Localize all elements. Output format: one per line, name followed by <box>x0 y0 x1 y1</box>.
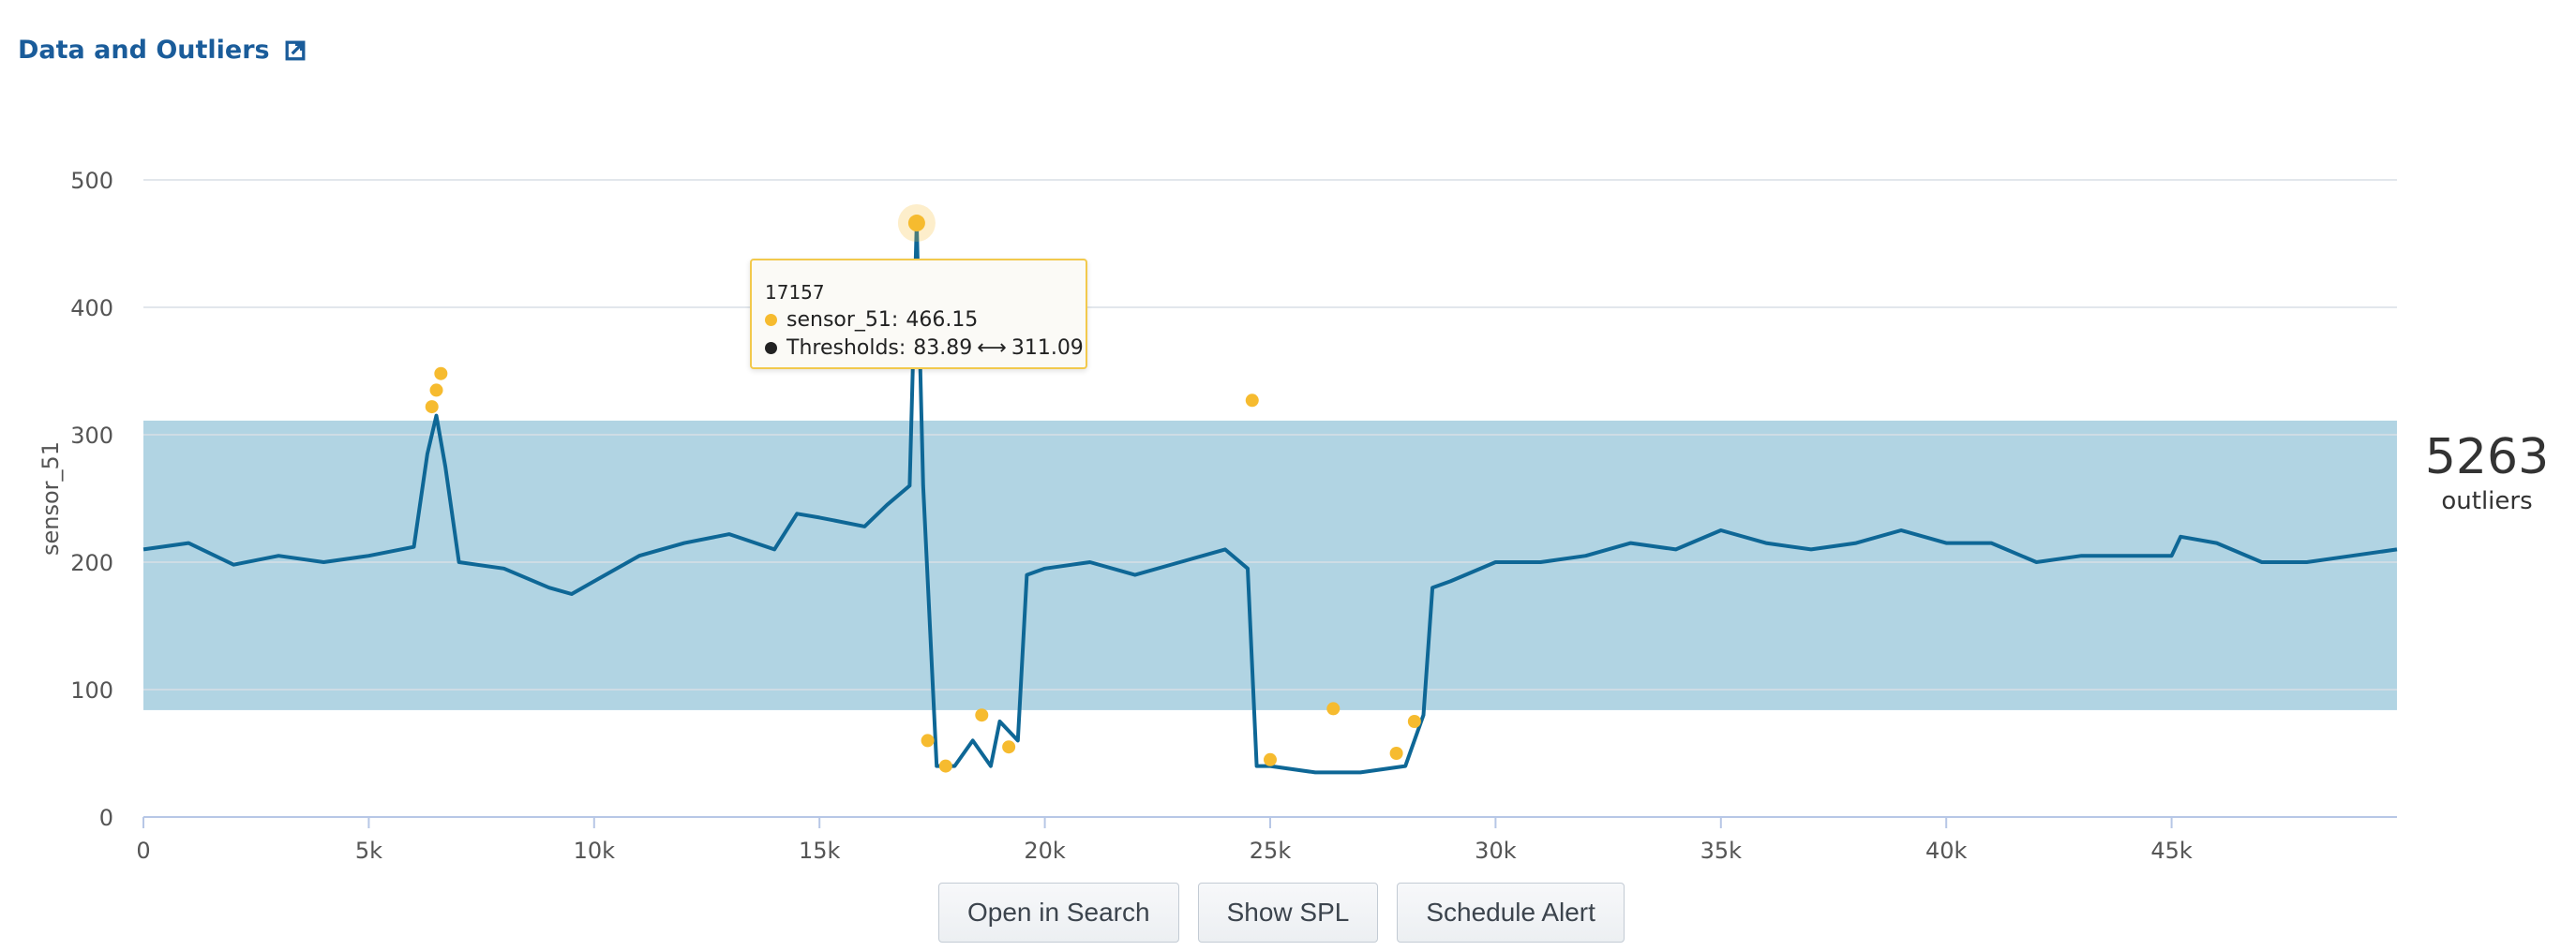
series-dot-icon <box>765 313 777 326</box>
y-tick-label: 500 <box>70 168 113 194</box>
outlier-point <box>975 708 989 722</box>
y-tick-label: 0 <box>99 805 113 831</box>
x-tick-label: 10k <box>574 838 616 864</box>
outlier-summary: 5263 outliers <box>2417 433 2557 515</box>
x-tick-label: 5k <box>355 838 382 864</box>
x-tick-label: 30k <box>1475 838 1517 864</box>
y-tick-label: 400 <box>70 295 113 321</box>
outlier-point <box>1326 702 1340 716</box>
outlier-point <box>921 734 935 748</box>
open-in-search-button[interactable]: Open in Search <box>938 883 1179 943</box>
tooltip-threshold-low: 83.89 <box>913 335 973 360</box>
threshold-dot-icon <box>765 341 777 354</box>
outlier-point <box>1245 394 1259 408</box>
external-link-icon[interactable] <box>285 40 306 61</box>
outlier-point <box>429 383 443 397</box>
tooltip-x-value: 17157 <box>765 281 825 304</box>
range-arrow-icon: ⟷ <box>977 335 1007 360</box>
outlier-point <box>938 759 952 773</box>
outlier-count-label: outliers <box>2441 487 2533 515</box>
y-tick-label: 200 <box>70 550 113 576</box>
x-tick-label: 45k <box>2150 838 2193 864</box>
panel-title: Data and Outliers <box>18 36 270 65</box>
outlier-point <box>1002 740 1016 754</box>
outlier-point <box>425 400 439 414</box>
tooltip-threshold-high: 311.09 <box>1011 335 1084 360</box>
x-tick-label: 0 <box>136 838 150 864</box>
panel-title-link[interactable]: Data and Outliers <box>18 36 306 65</box>
tooltip-series-label: sensor_51: <box>786 307 899 332</box>
outlier-point <box>1264 752 1277 766</box>
y-axis-title: sensor_51 <box>37 441 64 556</box>
tooltip-series-value: 466.15 <box>906 307 979 332</box>
tooltip-threshold-label: Thresholds: <box>786 335 906 360</box>
x-tick-label: 35k <box>1700 838 1743 864</box>
outlier-point <box>1407 715 1421 728</box>
x-tick-label: 40k <box>1925 838 1968 864</box>
show-spl-button[interactable]: Show SPL <box>1197 883 1379 943</box>
y-tick-label: 100 <box>70 677 113 704</box>
outlier-point <box>907 215 925 232</box>
outlier-count-value: 5263 <box>2424 429 2550 485</box>
y-tick-label: 300 <box>70 423 113 449</box>
schedule-alert-button[interactable]: Schedule Alert <box>1397 883 1625 943</box>
series-line-sensor-51 <box>142 221 2398 775</box>
action-buttons: Open in Search Show SPL Schedule Alert <box>938 883 1625 943</box>
outlier-point <box>434 366 448 380</box>
threshold-band <box>143 420 2397 710</box>
hover-tooltip: 17157 sensor_51: 466.15 Thresholds: 83.8… <box>750 259 1087 369</box>
x-tick-label: 25k <box>1250 838 1292 864</box>
x-tick-label: 15k <box>799 838 841 864</box>
outlier-point <box>1389 747 1403 760</box>
x-tick-label: 20k <box>1024 838 1066 864</box>
